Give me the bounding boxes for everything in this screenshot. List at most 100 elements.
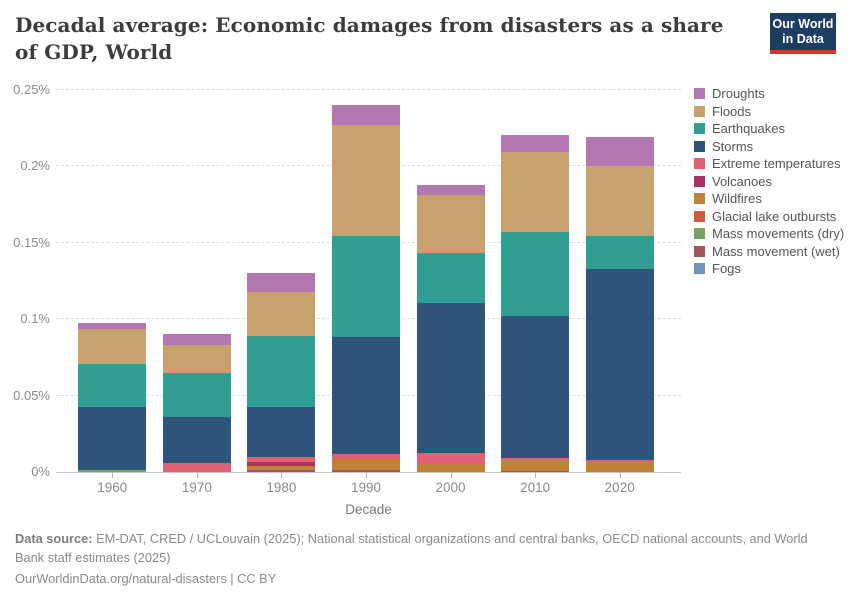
bar-segment-1990-mass-movement-wet-[interactable] — [332, 470, 401, 472]
bar-band-1990 — [324, 90, 409, 472]
legend-label: Wildfires — [712, 191, 762, 207]
bar-segment-1960-droughts[interactable] — [78, 323, 147, 329]
x-tick-1970 — [196, 472, 198, 478]
legend-swatch-icon — [694, 88, 705, 100]
y-tick-label: 0.15% — [13, 234, 50, 250]
bar-segment-1970-earthquakes[interactable] — [162, 372, 231, 417]
x-tick-1980 — [281, 472, 283, 478]
legend-item-earthquakes[interactable]: Earthquakes — [694, 120, 844, 138]
legend-label: Glacial lake outbursts — [712, 208, 837, 224]
bar-segment-1960-storms[interactable] — [78, 407, 147, 470]
legend-label: Mass movement (wet) — [712, 243, 840, 259]
bar-segment-2010-extreme-temperatures[interactable] — [501, 458, 570, 461]
chart-area: 0% 0.05% 0.1% 0.15% 0.2% 0.25% 1960 1970 1980 19… — [0, 82, 850, 522]
bar-band-1980 — [239, 90, 324, 472]
bar-segment-1970-extreme-temperatures[interactable] — [162, 463, 231, 472]
bar-band-1960 — [70, 90, 155, 472]
bar-segment-2010-floods[interactable] — [501, 152, 570, 233]
bar-segment-1990-floods[interactable] — [332, 124, 401, 236]
bar-segment-1980-wildfires[interactable] — [247, 466, 316, 471]
bar-band-2010 — [493, 90, 578, 472]
x-tick-label-2000: 2000 — [435, 480, 466, 495]
bar-segment-1990-storms[interactable] — [332, 336, 401, 455]
legend-swatch-icon — [694, 175, 705, 187]
bar-segment-1980-extreme-temperatures[interactable] — [247, 457, 316, 463]
bar-segment-2000-storms[interactable] — [416, 303, 485, 453]
bar-segment-2010-wildfires[interactable] — [501, 460, 570, 471]
legend-item-mass-movements-dry-[interactable]: Mass movements (dry) — [694, 225, 844, 243]
legend-item-floods[interactable]: Floods — [694, 103, 844, 121]
bar-segment-1980-droughts[interactable] — [247, 272, 316, 293]
bar-1970[interactable] — [162, 334, 231, 472]
legend-item-volcanoes[interactable]: Volcanoes — [694, 173, 844, 191]
y-tick-label: 0% — [31, 464, 50, 479]
bar-2020[interactable] — [585, 137, 654, 472]
y-tick-label: 0.05% — [13, 387, 50, 403]
data-source-label: Data source: — [15, 531, 93, 546]
bar-2000[interactable] — [416, 184, 485, 472]
bar-segment-2000-extreme-temperatures[interactable] — [416, 452, 485, 465]
credit-link[interactable]: OurWorldinData.org/natural-disasters | C… — [15, 571, 277, 586]
legend-item-storms[interactable]: Storms — [694, 138, 844, 156]
x-tick-1990 — [366, 472, 367, 478]
bar-segment-2010-mass-movement-wet-[interactable] — [501, 470, 570, 472]
x-tick-label-2010: 2010 — [520, 480, 551, 495]
bar-segment-1980-mass-movement-wet-[interactable] — [247, 470, 316, 472]
bar-segment-2000-droughts[interactable] — [416, 184, 485, 195]
legend-label: Droughts — [712, 86, 765, 102]
x-tick-1960 — [112, 472, 114, 478]
bar-segment-2000-floods[interactable] — [416, 194, 485, 254]
bar-2010[interactable] — [501, 135, 570, 472]
bar-segment-1970-storms[interactable] — [162, 416, 231, 464]
bar-segment-1960-earthquakes[interactable] — [78, 363, 147, 408]
legend-item-extreme-temperatures[interactable]: Extreme temperatures — [694, 155, 844, 173]
bar-segment-2000-wildfires[interactable] — [416, 464, 485, 472]
x-tick-label-1960: 1960 — [97, 480, 128, 495]
bar-segment-2020-floods[interactable] — [585, 165, 654, 236]
gridline-0.25% — [56, 89, 681, 90]
legend-item-fogs[interactable]: Fogs — [694, 260, 844, 278]
legend-label: Mass movements (dry) — [712, 226, 845, 242]
bar-segment-2020-extreme-temperatures[interactable] — [585, 459, 654, 462]
bar-segment-2020-droughts[interactable] — [585, 137, 654, 166]
bar-segment-1990-extreme-temperatures[interactable] — [332, 454, 401, 460]
bar-segment-2020-wildfires[interactable] — [585, 461, 654, 472]
legend-item-droughts[interactable]: Droughts — [694, 85, 844, 103]
x-tick-label-1970: 1970 — [181, 480, 212, 495]
owid-logo[interactable]: Our World in Data — [770, 13, 836, 54]
bar-1990[interactable] — [332, 104, 401, 472]
bar-1980[interactable] — [247, 272, 316, 472]
bar-1960[interactable] — [78, 323, 147, 472]
plot-area — [56, 89, 681, 473]
bar-segment-2020-earthquakes[interactable] — [585, 235, 654, 269]
footer: Data source: EM-DAT, CRED / UCLouvain (2… — [15, 530, 830, 589]
bar-segment-2020-storms[interactable] — [585, 268, 654, 460]
legend-item-glacial-lake-outbursts[interactable]: Glacial lake outbursts — [694, 208, 844, 226]
bar-segment-1980-earthquakes[interactable] — [247, 335, 316, 407]
bar-segment-2010-droughts[interactable] — [501, 135, 570, 153]
bar-segment-2010-earthquakes[interactable] — [501, 232, 570, 317]
legend-swatch-icon — [694, 210, 705, 222]
legend-swatch-icon — [694, 245, 705, 257]
x-tick-label-2020: 2020 — [604, 480, 635, 495]
bar-segment-1990-wildfires[interactable] — [332, 459, 401, 471]
bar-segment-1970-droughts[interactable] — [162, 334, 231, 345]
bar-segment-2000-earthquakes[interactable] — [416, 253, 485, 304]
legend-label: Volcanoes — [712, 173, 772, 189]
legend-swatch-icon — [694, 228, 705, 240]
y-tick-label: 0.1% — [20, 311, 50, 327]
owid-logo-line1: Our World — [772, 17, 834, 31]
bar-segment-1990-droughts[interactable] — [332, 104, 401, 125]
legend-label: Floods — [712, 103, 752, 119]
bar-segment-1970-floods[interactable] — [162, 344, 231, 373]
bar-segment-1980-floods[interactable] — [247, 292, 316, 336]
bar-segment-1980-volcanoes[interactable] — [247, 462, 316, 467]
legend-item-wildfires[interactable]: Wildfires — [694, 190, 844, 208]
bar-segment-2010-storms[interactable] — [501, 316, 570, 459]
bar-segment-1980-storms[interactable] — [247, 406, 316, 458]
bar-segment-1990-earthquakes[interactable] — [332, 235, 401, 337]
bar-segment-1960-floods[interactable] — [78, 328, 147, 364]
bar-band-2020 — [577, 90, 662, 472]
legend-item-mass-movement-wet-[interactable]: Mass movement (wet) — [694, 243, 844, 261]
bar-segment-1960-mass-movements-dry-[interactable] — [78, 469, 147, 472]
